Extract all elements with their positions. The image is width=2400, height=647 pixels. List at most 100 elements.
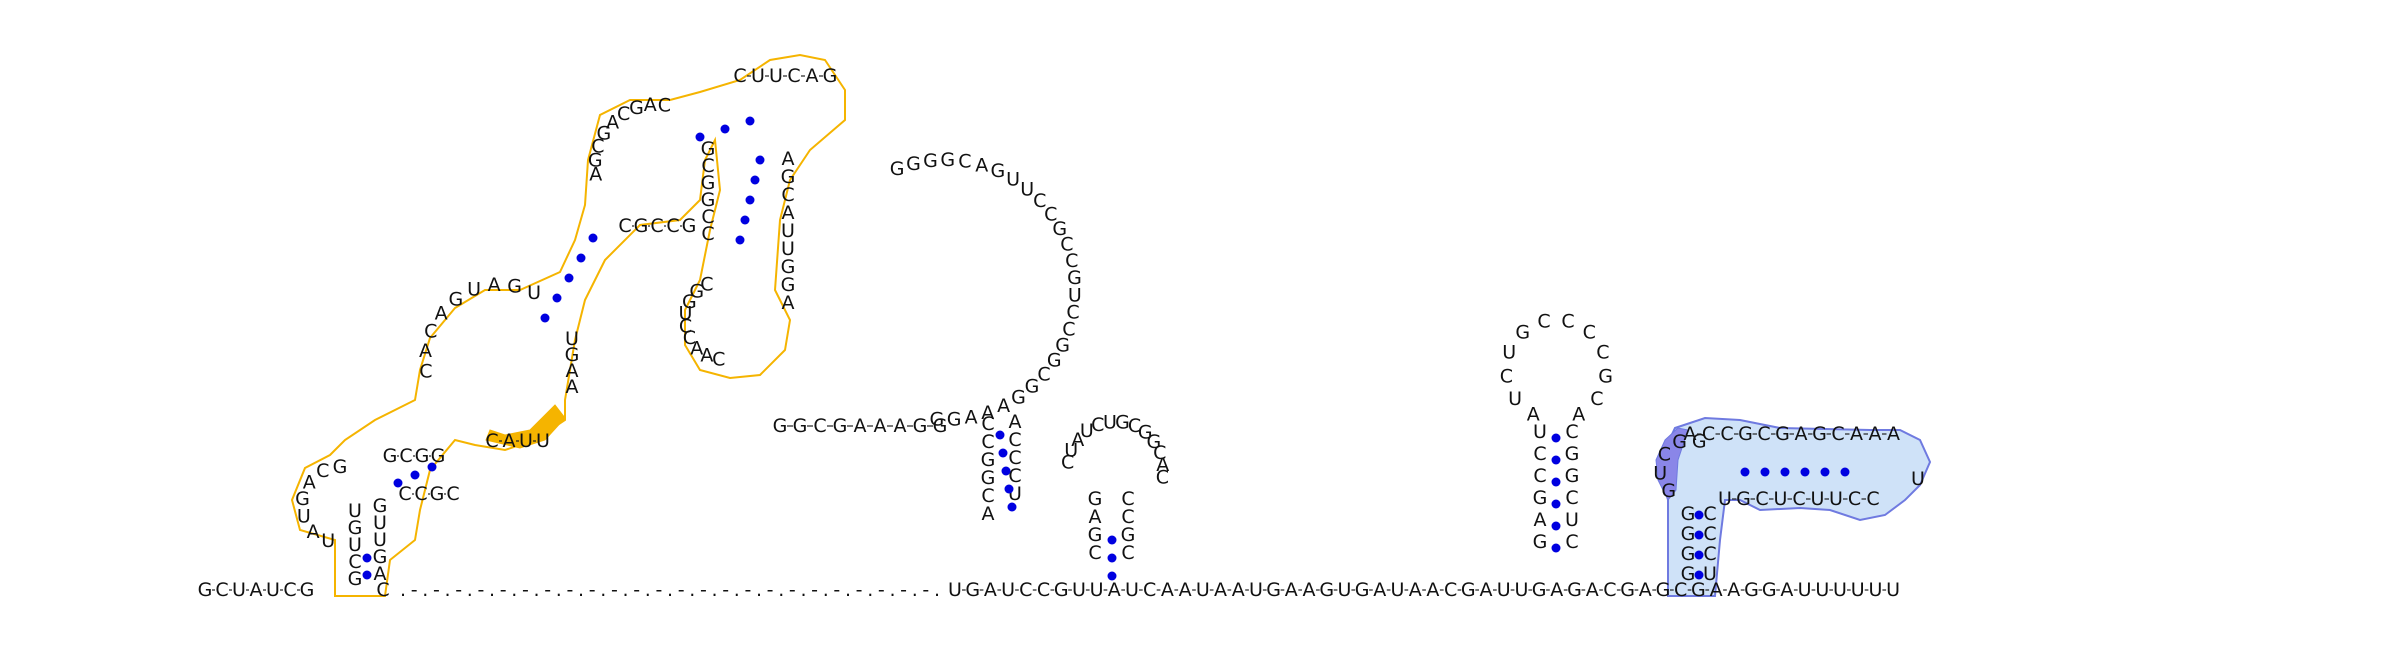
multiloop-nucleotide: G xyxy=(793,415,808,437)
hairpin2-nucleotide: C xyxy=(1121,542,1134,564)
base-pair-dot xyxy=(740,215,750,225)
baseline-nucleotide: A xyxy=(984,579,997,601)
multiloop-nucleotide: G xyxy=(929,409,944,431)
blue-domain-nucleotide: G xyxy=(1681,503,1696,525)
hairpin3-nucleotide: C xyxy=(1565,487,1578,509)
hairpin2-nucleotide: G xyxy=(1088,524,1103,546)
hairpin1-loop-nucleotide: A xyxy=(303,472,316,494)
multiloop-nucleotide: G xyxy=(991,160,1006,182)
hairpin1-nucleotide: C xyxy=(787,65,800,87)
baseline-nucleotide: C xyxy=(376,579,389,601)
baseline-nucleotide: A xyxy=(1586,579,1599,601)
hairpin3-nucleotide: G xyxy=(1565,443,1580,465)
blue-domain-nucleotide: G xyxy=(1736,488,1751,510)
hairpin3-loop-nucleotide: C xyxy=(1561,310,1574,332)
multiloop-nucleotide: G xyxy=(1052,218,1067,240)
hairpin2-nucleotide: C xyxy=(1008,429,1021,451)
blue-domain-nucleotide: C xyxy=(1792,488,1805,510)
baseline-nucleotide: A xyxy=(1727,579,1740,601)
multiloop-nucleotide: C xyxy=(958,151,971,173)
multiloop-nucleotide: A xyxy=(981,402,994,424)
base-pair-dot xyxy=(750,175,760,185)
blue-domain-nucleotide: C xyxy=(1658,443,1671,465)
blue-domain-nucleotide: C xyxy=(1866,488,1879,510)
blue-domain-nucleotide: U xyxy=(1718,488,1732,510)
base-pair-dot xyxy=(1007,502,1017,512)
hairpin1-nucleotide: G xyxy=(373,546,388,568)
base-pair-dot xyxy=(1107,553,1117,563)
base-pair-dot xyxy=(1001,466,1011,476)
blue-domain-nucleotide: G xyxy=(1692,430,1707,452)
baseline-nucleotide: C xyxy=(1019,579,1032,601)
baseline-nucleotide: U xyxy=(1851,579,1865,601)
baseline-nucleotide: A xyxy=(1214,579,1227,601)
orange-domain-outline xyxy=(290,53,846,597)
baseline-nucleotide: C xyxy=(1674,579,1687,601)
hairpin1-loop-nucleotide: C xyxy=(658,95,671,117)
hairpin1-loop-nucleotide: U xyxy=(679,303,693,325)
hairpin1-nucleotide: C xyxy=(618,215,631,237)
blue-domain-nucleotide: U xyxy=(1653,463,1667,485)
hairpin3-nucleotide: C xyxy=(1533,443,1546,465)
hairpin1-loop-nucleotide: C xyxy=(679,315,692,337)
hairpin3-nucleotide: C xyxy=(1565,531,1578,553)
hairpin1-nucleotide: C xyxy=(348,551,361,573)
blue-domain-nucleotide: G xyxy=(1738,423,1753,445)
baseline-nucleotide: G xyxy=(1744,579,1759,601)
hairpin2-nucleotide: G xyxy=(1121,524,1136,546)
hairpin1-nucleotide: G xyxy=(781,166,796,188)
baseline-nucleotide: A xyxy=(1303,579,1316,601)
baseline-nucleotide: U xyxy=(1125,579,1139,601)
baseline-nucleotide: U xyxy=(1196,579,1210,601)
blue-domain-nucleotide: G xyxy=(1812,423,1827,445)
hairpin1-nucleotide: G xyxy=(823,65,838,87)
baseline-nucleotide: C xyxy=(1143,579,1156,601)
multiloop-nucleotide: G xyxy=(940,149,955,171)
base-pair-dot xyxy=(1800,467,1810,477)
hairpin3-loop-nucleotide: C xyxy=(1500,365,1513,387)
base-pair-dot xyxy=(362,553,372,563)
hairpin2-loop-nucleotide: A xyxy=(1156,454,1169,476)
baseline-nucleotide: A xyxy=(1409,579,1422,601)
base-pair-dot xyxy=(1694,530,1704,540)
baseline-nucleotide: A xyxy=(1710,579,1723,601)
hairpin2-nucleotide: C xyxy=(981,485,994,507)
multiloop-nucleotide: G xyxy=(923,150,938,172)
multiloop-nucleotide: A xyxy=(965,406,978,428)
hairpin1-loop-nucleotide: A xyxy=(700,345,713,367)
blue-domain-nucleotide: A xyxy=(1887,423,1900,445)
baseline-nucleotide: G xyxy=(1266,579,1281,601)
blue-domain-nucleotide: C xyxy=(1703,503,1716,525)
baseline-nucleotide: A xyxy=(1480,579,1493,601)
hairpin1-nucleotide: U xyxy=(348,500,362,522)
base-pair-dot xyxy=(427,462,437,472)
highlight-region-orange xyxy=(290,53,846,597)
baseline-nucleotide: G xyxy=(1567,579,1582,601)
blue-domain-nucleotide: C xyxy=(1720,423,1733,445)
hairpin2-nucleotide: C xyxy=(981,431,994,453)
hairpin1-nucleotide: G xyxy=(781,256,796,278)
hairpin1-nucleotide: G xyxy=(634,215,649,237)
hairpin1-nucleotide: C xyxy=(733,65,746,87)
baseline-nucleotide: C xyxy=(215,579,228,601)
hairpin3-loop-nucleotide: C xyxy=(1596,342,1609,364)
multiloop-nucleotide: G xyxy=(833,415,848,437)
hairpin1-loop-nucleotide: A xyxy=(589,163,602,185)
hairpin2-loop-nucleotide: U xyxy=(1064,439,1078,461)
hairpin1-nucleotide: G xyxy=(701,189,716,211)
hairpin1-nucleotide: A xyxy=(503,430,516,452)
hairpin1-nucleotide: G xyxy=(781,274,796,296)
blue-domain-nucleotide: G xyxy=(1681,563,1696,585)
multiloop-nucleotide: U xyxy=(1068,284,1082,306)
hairpin1-nucleotide: C xyxy=(398,483,411,505)
hairpin1-nucleotide: U xyxy=(751,65,765,87)
hairpin1-nucleotide: G xyxy=(415,445,430,467)
baseline-nucleotide: G xyxy=(1656,579,1671,601)
baseline-nucleotide: U xyxy=(1497,579,1511,601)
baseline-nucleotide: A xyxy=(1373,579,1386,601)
hairpin2-nucleotide: A xyxy=(982,503,995,525)
blue-domain-nucleotide: A xyxy=(1795,423,1808,445)
orange-filled-segment xyxy=(485,404,566,449)
baseline-nucleotide: U xyxy=(1001,579,1015,601)
base-pair-dot xyxy=(1780,467,1790,477)
